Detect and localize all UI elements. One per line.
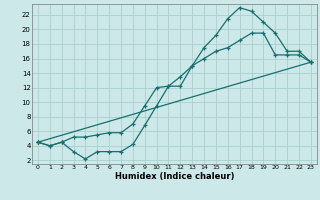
X-axis label: Humidex (Indice chaleur): Humidex (Indice chaleur) (115, 172, 234, 181)
